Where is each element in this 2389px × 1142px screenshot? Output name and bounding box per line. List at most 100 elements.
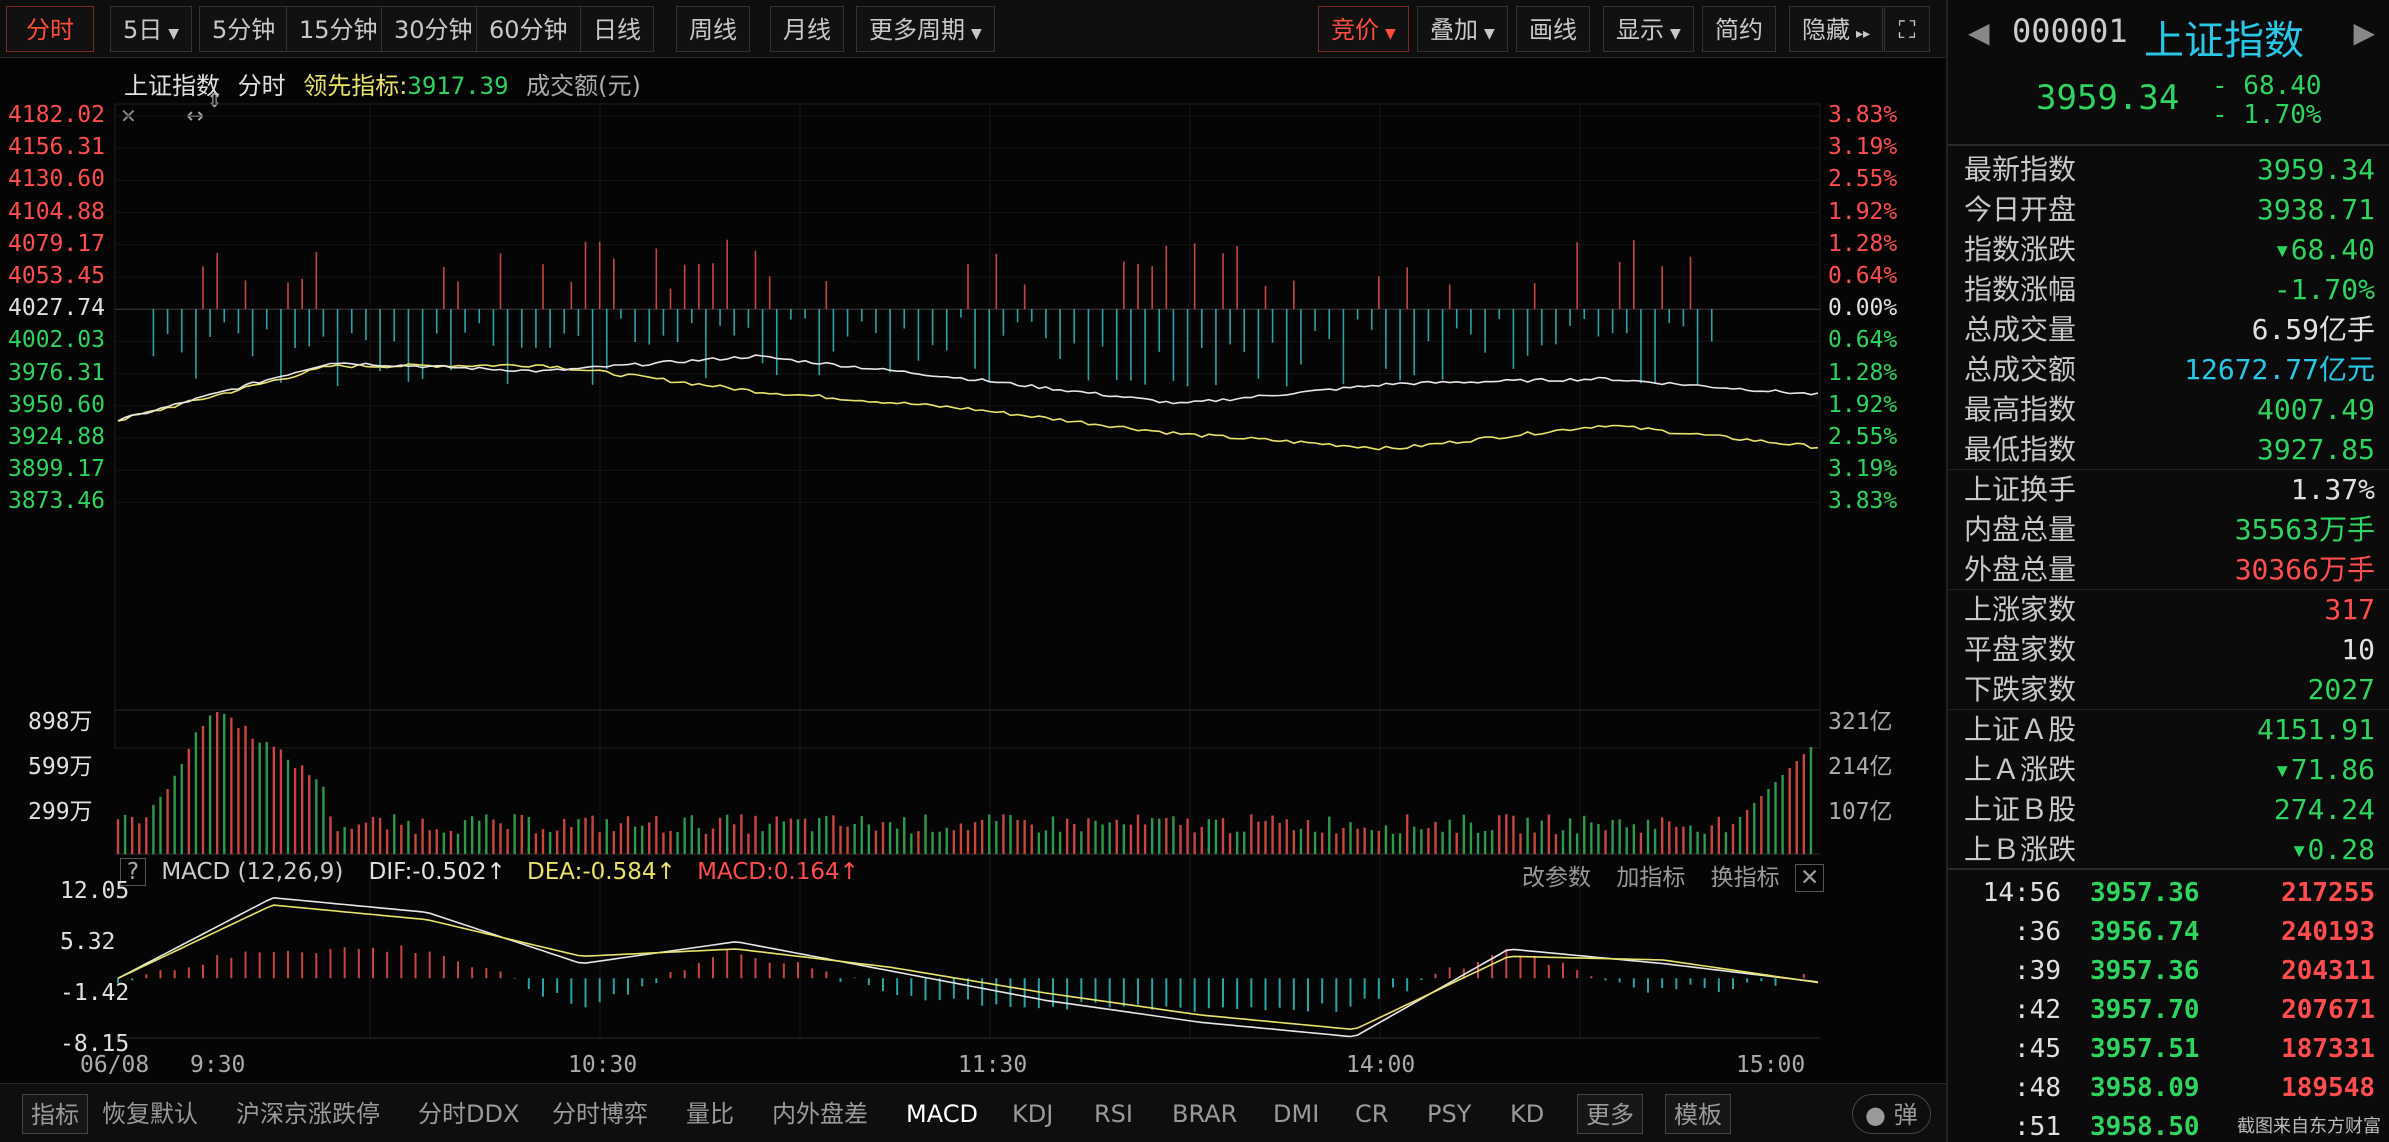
divider bbox=[1948, 469, 2389, 470]
indicator-tab[interactable]: KDJ bbox=[1012, 1100, 1054, 1128]
stat-label: 上证换手 bbox=[1964, 473, 2077, 506]
tab-60min[interactable]: 60分钟 bbox=[476, 6, 581, 52]
indicator-tab[interactable]: RSI bbox=[1094, 1100, 1133, 1128]
switch-indicator-button[interactable]: 换指标 bbox=[1710, 865, 1780, 891]
close-icon[interactable]: ✕ bbox=[1794, 864, 1825, 892]
tab-5day[interactable]: 5日 ▼ bbox=[110, 6, 193, 52]
stat-row: 上涨家数 317 bbox=[1948, 589, 2389, 630]
indicator-tab[interactable]: 分时DDX bbox=[418, 1100, 520, 1128]
stat-row: 外盘总量 30366万手 bbox=[1948, 550, 2389, 590]
indicator-tab[interactable]: 模板 bbox=[1665, 1094, 1731, 1134]
chevron-down-icon: ▼ bbox=[168, 26, 180, 42]
stat-row: 内盘总量 35563万手 bbox=[1948, 510, 2389, 550]
stat-value: 3938.71 bbox=[2256, 193, 2375, 226]
indicator-tab[interactable]: 指标 bbox=[22, 1094, 88, 1134]
indicator-tab[interactable]: CR bbox=[1355, 1100, 1389, 1128]
stat-label: 上证Ａ股 bbox=[1964, 713, 2077, 746]
indicator-tab[interactable]: 沪深京涨跌停 bbox=[236, 1100, 380, 1128]
price-change: - 68.40 bbox=[2212, 71, 2322, 101]
prev-arrow-icon[interactable]: ◀ bbox=[1968, 16, 1990, 49]
stat-label: 上Ａ涨跌 bbox=[1964, 753, 2077, 786]
indicator-tab[interactable]: 量比 bbox=[686, 1100, 734, 1128]
tick-price: 3957.51 bbox=[2090, 1034, 2200, 1064]
tab-weekly[interactable]: 周线 bbox=[676, 6, 750, 52]
current-price: 3959.34 bbox=[2036, 78, 2180, 118]
tab-daily[interactable]: 日线 bbox=[580, 6, 654, 52]
price-tick-label: 4079.17 bbox=[8, 230, 105, 257]
tab-15min[interactable]: 15分钟 bbox=[286, 6, 391, 52]
indicator-tab[interactable]: BRAR bbox=[1172, 1100, 1238, 1128]
indicator-tab[interactable]: 恢复默认 bbox=[102, 1100, 198, 1128]
indicator-tab[interactable]: DMI bbox=[1273, 1100, 1320, 1128]
indicator-tab[interactable]: MACD bbox=[906, 1100, 978, 1128]
display-button[interactable]: 显示 ▼ bbox=[1603, 6, 1694, 52]
stat-row: 平盘家数 10 bbox=[1948, 630, 2389, 670]
stat-row: 上证Ｂ股 274.24 bbox=[1948, 790, 2389, 830]
chart-mode: 分时 bbox=[237, 72, 286, 100]
stat-value: ▾71.86 bbox=[2273, 753, 2375, 786]
hide-button[interactable]: 隐藏 ▸▸ bbox=[1789, 6, 1884, 52]
tab-intraday[interactable]: 分时 bbox=[6, 6, 94, 52]
price-tick-label: 3950.60 bbox=[8, 391, 105, 418]
macd-dea-line bbox=[117, 904, 1819, 1031]
resize-vertical-icon[interactable]: ⇕ bbox=[206, 88, 223, 112]
stat-label: 最低指数 bbox=[1964, 433, 2077, 466]
fullscreen-icon[interactable]: ⛶ bbox=[1884, 6, 1930, 52]
tab-5min[interactable]: 5分钟 bbox=[199, 6, 289, 52]
time-tick-label: 10:30 bbox=[568, 1052, 638, 1078]
stat-label: 最高指数 bbox=[1964, 393, 2077, 426]
indicator-tab[interactable]: KD bbox=[1510, 1100, 1545, 1128]
tick-volume: 240193 bbox=[2281, 917, 2375, 947]
add-indicator-button[interactable]: 加指标 bbox=[1616, 865, 1686, 891]
index-code: 000001 bbox=[2012, 12, 2128, 50]
auction-button[interactable]: 竞价 ▼ bbox=[1318, 6, 1409, 52]
lead-indicator-line bbox=[117, 363, 1819, 451]
tab-30min[interactable]: 30分钟 bbox=[381, 6, 486, 52]
stat-label: 总成交额 bbox=[1964, 353, 2077, 386]
price-tick-label: 3873.46 bbox=[8, 488, 105, 515]
stat-value: 4007.49 bbox=[2256, 393, 2375, 426]
macd-dif: DIF:-0.502↑ bbox=[368, 859, 506, 885]
stat-row: 上Ｂ涨跌 ▾0.28 bbox=[1948, 830, 2389, 870]
tick-price: 3957.36 bbox=[2090, 878, 2200, 908]
stat-row: 最高指数 4007.49 bbox=[1948, 390, 2389, 430]
tick-row: :51 3958.50 bbox=[1948, 1107, 2389, 1142]
price-change-pct: - 1.70% bbox=[2212, 100, 2322, 130]
stat-row: 上证换手 1.37% bbox=[1948, 469, 2389, 510]
help-icon[interactable]: ? bbox=[120, 858, 146, 886]
indicator-tab[interactable]: PSY bbox=[1427, 1100, 1472, 1128]
period-toolbar: 分时 5日 ▼ 5分钟 15分钟 30分钟 60分钟 日线 周线 月线 更多周期 ▼… bbox=[0, 0, 1946, 58]
indicator-tab[interactable]: 更多 bbox=[1577, 1094, 1643, 1134]
stat-label: 最新指数 bbox=[1964, 153, 2077, 186]
stat-value: 4151.91 bbox=[2256, 713, 2375, 746]
indicator-tab[interactable]: 内外盘差 bbox=[772, 1100, 868, 1128]
tab-more-periods[interactable]: 更多周期 ▼ bbox=[856, 6, 995, 52]
stat-label: 下跌家数 bbox=[1964, 673, 2077, 706]
tick-time: :48 bbox=[2014, 1073, 2061, 1103]
stat-value: 6.59亿手 bbox=[2251, 313, 2375, 346]
simple-button[interactable]: 简约 bbox=[1702, 6, 1776, 52]
next-arrow-icon[interactable]: ▶ bbox=[2353, 16, 2375, 49]
lead-indicator-value: 3917.39 bbox=[407, 72, 509, 100]
tick-price: 3958.09 bbox=[2090, 1073, 2200, 1103]
overlay-button[interactable]: 叠加 ▼ bbox=[1417, 6, 1508, 52]
stat-label: 总成交量 bbox=[1964, 313, 2077, 346]
stat-value: 274.24 bbox=[2273, 793, 2375, 826]
stat-value: 12672.77亿元 bbox=[2184, 353, 2375, 386]
tab-monthly[interactable]: 月线 bbox=[770, 6, 844, 52]
tick-time: :36 bbox=[2014, 917, 2061, 947]
more-periods-label: 更多周期 bbox=[869, 16, 965, 44]
tick-volume: 204311 bbox=[2281, 956, 2375, 986]
indicator-tab[interactable]: 分时博弈 bbox=[552, 1100, 648, 1128]
tick-row: :48 3958.09 189548 bbox=[1948, 1068, 2389, 1108]
stat-label: 指数涨幅 bbox=[1964, 273, 2077, 306]
stat-row: 上Ａ涨跌 ▾71.86 bbox=[1948, 750, 2389, 790]
draw-button[interactable]: 画线 bbox=[1516, 6, 1590, 52]
macd-header: ? MACD (12,26,9) DIF:-0.502↑ DEA:-0.584↑… bbox=[120, 858, 1820, 890]
popup-toggle[interactable]: ● 弹 bbox=[1852, 1094, 1931, 1134]
time-tick-label: 11:30 bbox=[958, 1052, 1028, 1078]
index-price-line bbox=[117, 354, 1819, 422]
percent-tick-label: 1.28% bbox=[1828, 230, 1898, 257]
volume-tick-label: 299万 bbox=[28, 799, 93, 825]
percent-tick-label: 1.28% bbox=[1828, 359, 1898, 386]
